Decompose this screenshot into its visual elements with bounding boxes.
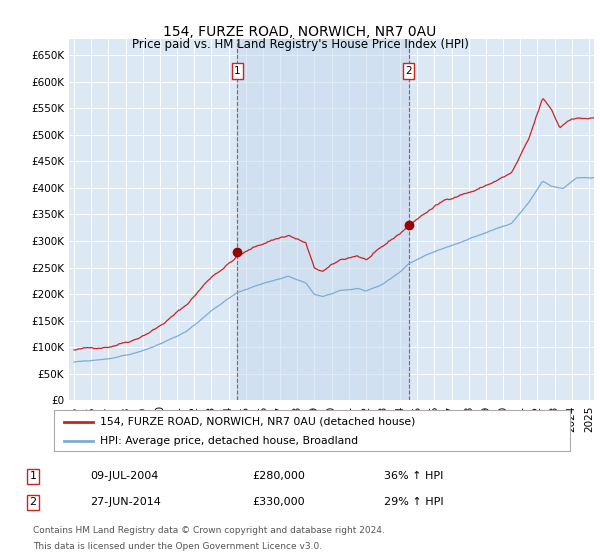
- Text: 154, FURZE ROAD, NORWICH, NR7 0AU (detached house): 154, FURZE ROAD, NORWICH, NR7 0AU (detac…: [100, 417, 416, 427]
- Text: 36% ↑ HPI: 36% ↑ HPI: [384, 472, 443, 482]
- Text: Contains HM Land Registry data © Crown copyright and database right 2024.: Contains HM Land Registry data © Crown c…: [33, 526, 385, 535]
- Text: 1: 1: [29, 472, 37, 482]
- Text: Price paid vs. HM Land Registry's House Price Index (HPI): Price paid vs. HM Land Registry's House …: [131, 38, 469, 51]
- Text: 09-JUL-2004: 09-JUL-2004: [90, 472, 158, 482]
- Text: 1: 1: [234, 66, 241, 76]
- Text: 2: 2: [405, 66, 412, 76]
- Text: 27-JUN-2014: 27-JUN-2014: [90, 497, 161, 507]
- Text: This data is licensed under the Open Government Licence v3.0.: This data is licensed under the Open Gov…: [33, 542, 322, 552]
- Text: 154, FURZE ROAD, NORWICH, NR7 0AU: 154, FURZE ROAD, NORWICH, NR7 0AU: [163, 25, 437, 39]
- Bar: [238, 39, 409, 400]
- Text: 2: 2: [29, 497, 37, 507]
- Text: £280,000: £280,000: [252, 472, 305, 482]
- Text: £330,000: £330,000: [252, 497, 305, 507]
- Text: 29% ↑ HPI: 29% ↑ HPI: [384, 497, 443, 507]
- Text: HPI: Average price, detached house, Broadland: HPI: Average price, detached house, Broa…: [100, 436, 359, 446]
